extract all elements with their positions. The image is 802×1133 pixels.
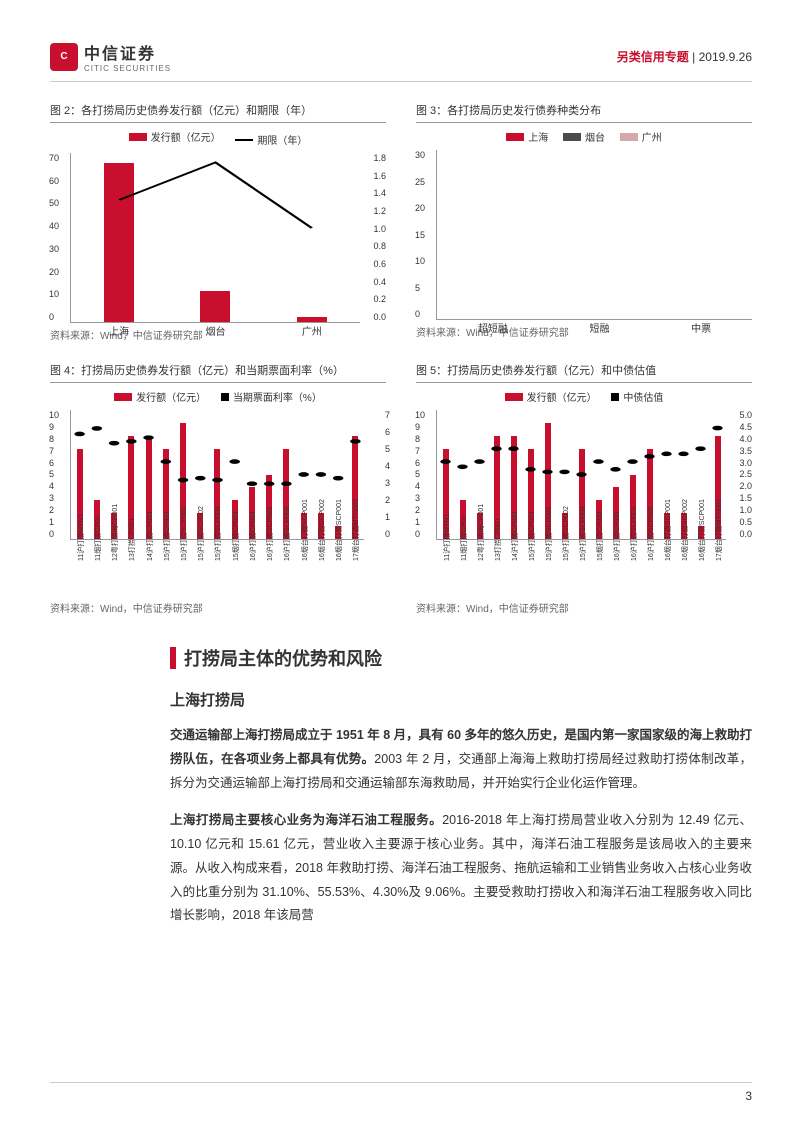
- legend-label: 期限（年）: [257, 132, 307, 147]
- header-sep: |: [689, 50, 699, 64]
- legend-item: 当期票面利率（%）: [221, 389, 322, 404]
- x-axis: 超短融短融中票: [437, 320, 752, 335]
- legend-swatch: [563, 133, 581, 141]
- x-axis: 11沪打捞MTN111烟打捞CP0112粤打捞局CP00113打捞CP00114…: [437, 533, 726, 543]
- legend-swatch: [114, 393, 132, 401]
- chart5-source: 资料来源：Wind，中信证券研究部: [416, 600, 752, 615]
- para2-bold: 上海打捞局主要核心业务为海洋石油工程服务。: [170, 813, 442, 827]
- x-axis: 11沪打捞MTN111烟打捞CP0112粤打捞局CP00113打捞CP00114…: [71, 533, 364, 543]
- chart5-title: 图 5：打捞局历史债券发行额（亿元）和中债估值: [416, 362, 752, 383]
- brand-name: 中信证券: [84, 40, 171, 64]
- legend-dot: [221, 393, 229, 401]
- page-number: 3: [50, 1082, 752, 1103]
- heading-accent: [170, 647, 176, 669]
- y-axis-right: 0.00.51.01.52.02.53.03.54.04.55.0: [739, 410, 752, 539]
- x-axis: 上海烟台广州: [71, 323, 360, 338]
- legend-item: 发行额（亿元）: [505, 389, 597, 404]
- logo-icon: C: [50, 43, 78, 71]
- legend-dot: [611, 393, 619, 401]
- y-axis-right: 01234567: [385, 410, 390, 539]
- header-date: 2019.9.26: [699, 50, 752, 64]
- paragraph-1: 交通运输部上海打捞局成立于 1951 年 8 月，具有 60 多年的悠久历史，是…: [170, 724, 752, 795]
- brand-logo: C 中信证券 CITIC SECURITIES: [50, 40, 171, 73]
- legend-label: 上海: [528, 129, 548, 144]
- legend-item: 发行额（亿元）: [114, 389, 206, 404]
- chart5: 图 5：打捞局历史债券发行额（亿元）和中债估值 发行额（亿元） 中债估值 012…: [416, 362, 752, 615]
- page-header: C 中信证券 CITIC SECURITIES 另类信用专题 | 2019.9.…: [50, 40, 752, 82]
- legend-item: 期限（年）: [235, 132, 307, 147]
- chart2: 图 2：各打捞局历史债券发行额（亿元）和期限（年） 发行额（亿元） 期限（年） …: [50, 102, 386, 342]
- y-axis-left: 012345678910: [415, 410, 425, 539]
- paragraph-2: 上海打捞局主要核心业务为海洋石油工程服务。2016-2018 年上海打捞局营业收…: [170, 809, 752, 928]
- legend-swatch: [620, 133, 638, 141]
- legend-label: 发行额（亿元）: [151, 129, 221, 144]
- legend-item: 上海: [506, 129, 548, 144]
- chart3-title: 图 3：各打捞局历史发行债券种类分布: [416, 102, 752, 123]
- chart3: 图 3：各打捞局历史发行债券种类分布 上海 烟台 广州 051015202530…: [416, 102, 752, 342]
- legend-line: [235, 139, 253, 141]
- legend-swatch: [129, 133, 147, 141]
- legend-label: 发行额（亿元）: [136, 389, 206, 404]
- legend-label: 当期票面利率（%）: [233, 389, 322, 404]
- sub-heading: 上海打捞局: [170, 689, 752, 710]
- chart4-source: 资料来源：Wind，中信证券研究部: [50, 600, 386, 615]
- chart5-legend: 发行额（亿元） 中债估值: [416, 389, 752, 404]
- section-heading: 打捞局主体的优势和风险: [170, 645, 752, 671]
- y-axis-left: 012345678910: [49, 410, 59, 539]
- chart3-plot: 051015202530 超短融短融中票: [436, 150, 752, 320]
- chart2-title: 图 2：各打捞局历史债券发行额（亿元）和期限（年）: [50, 102, 386, 123]
- charts-grid: 图 2：各打捞局历史债券发行额（亿元）和期限（年） 发行额（亿元） 期限（年） …: [50, 102, 752, 615]
- chart4-title: 图 4：打捞局历史债券发行额（亿元）和当期票面利率（%）: [50, 362, 386, 383]
- legend-label: 烟台: [585, 129, 605, 144]
- chart2-plot: 010203040506070 0.00.20.40.60.81.01.21.4…: [70, 153, 360, 323]
- chart5-plot: 012345678910 0.00.51.01.52.02.53.03.54.0…: [436, 410, 726, 540]
- legend-label: 中债估值: [623, 389, 663, 404]
- legend-label: 广州: [642, 129, 662, 144]
- chart4-legend: 发行额（亿元） 当期票面利率（%）: [50, 389, 386, 404]
- chart2-legend: 发行额（亿元） 期限（年）: [50, 129, 386, 147]
- chart4: 图 4：打捞局历史债券发行额（亿元）和当期票面利率（%） 发行额（亿元） 当期票…: [50, 362, 386, 615]
- legend-item: 中债估值: [611, 389, 663, 404]
- heading-text: 打捞局主体的优势和风险: [184, 645, 382, 671]
- legend-item: 广州: [620, 129, 662, 144]
- chart3-bars: [437, 150, 752, 319]
- legend-label: 发行额（亿元）: [527, 389, 597, 404]
- chart3-legend: 上海 烟台 广州: [416, 129, 752, 144]
- chart2-bars: [71, 153, 360, 322]
- para2-rest: 2016-2018 年上海打捞局营业收入分别为 12.49 亿元、10.10 亿…: [170, 813, 752, 922]
- header-meta: 另类信用专题 | 2019.9.26: [617, 48, 752, 65]
- chart4-plot: 012345678910 01234567 11沪打捞MTN111烟打捞CP01…: [70, 410, 364, 540]
- legend-item: 烟台: [563, 129, 605, 144]
- legend-swatch: [505, 393, 523, 401]
- header-category: 另类信用专题: [617, 50, 689, 64]
- y-axis-left: 051015202530: [415, 150, 425, 319]
- y-axis-right: 0.00.20.40.60.81.01.21.41.61.8: [373, 153, 386, 322]
- legend-item: 发行额（亿元）: [129, 129, 221, 144]
- y-axis-left: 010203040506070: [49, 153, 59, 322]
- legend-swatch: [506, 133, 524, 141]
- brand-sub: CITIC SECURITIES: [84, 64, 171, 73]
